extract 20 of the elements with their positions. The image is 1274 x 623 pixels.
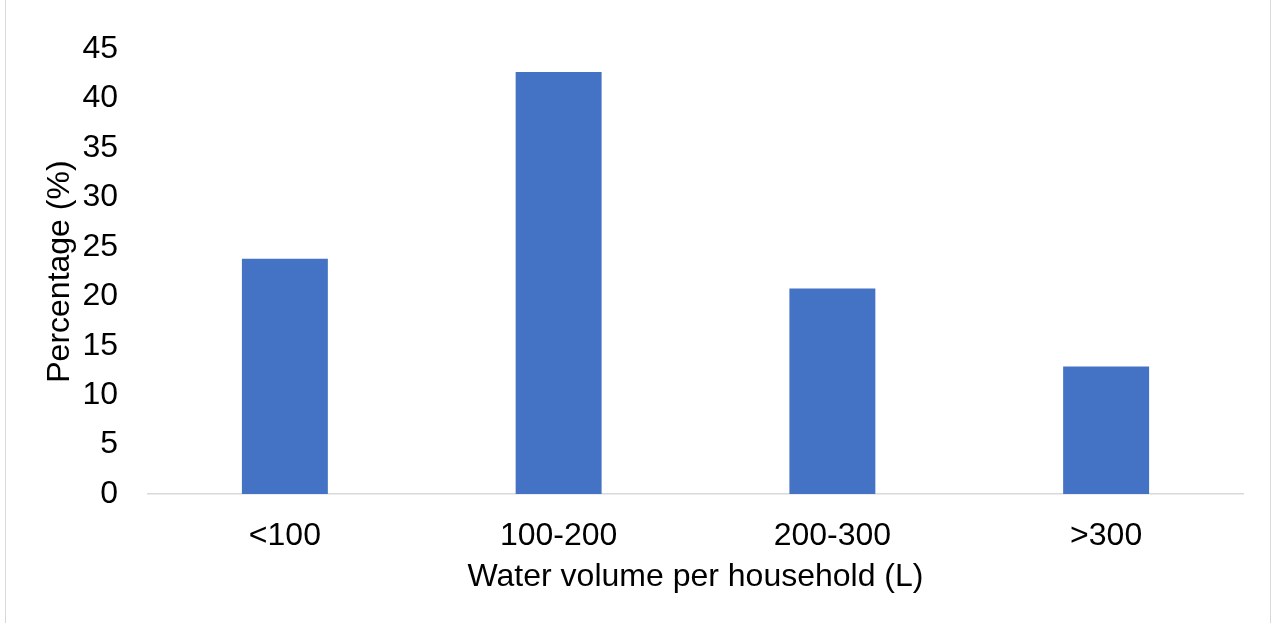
- y-tick-label: 35: [82, 127, 118, 164]
- y-tick-label: 25: [82, 226, 118, 263]
- bar: [515, 71, 602, 494]
- bar: [1063, 366, 1150, 494]
- x-tick-label: 200-300: [773, 516, 892, 553]
- y-tick-label: 30: [82, 177, 118, 214]
- y-axis-title: Percentage (%): [40, 160, 77, 383]
- bar: [241, 258, 328, 494]
- x-tick-label: 100-200: [499, 516, 618, 553]
- y-tick-label: 20: [82, 276, 118, 313]
- y-tick-label: 15: [82, 325, 118, 362]
- x-tick-label: >300: [1070, 516, 1143, 553]
- y-tick-label: 0: [100, 473, 118, 510]
- x-tick-label: <100: [248, 516, 321, 553]
- y-tick-label: 10: [82, 374, 118, 411]
- y-tick-label: 5: [100, 424, 118, 461]
- x-axis-title: Water volume per household (L): [467, 556, 924, 593]
- y-tick-label: 40: [82, 78, 118, 115]
- bar: [789, 288, 876, 494]
- y-tick-label: 45: [82, 29, 118, 66]
